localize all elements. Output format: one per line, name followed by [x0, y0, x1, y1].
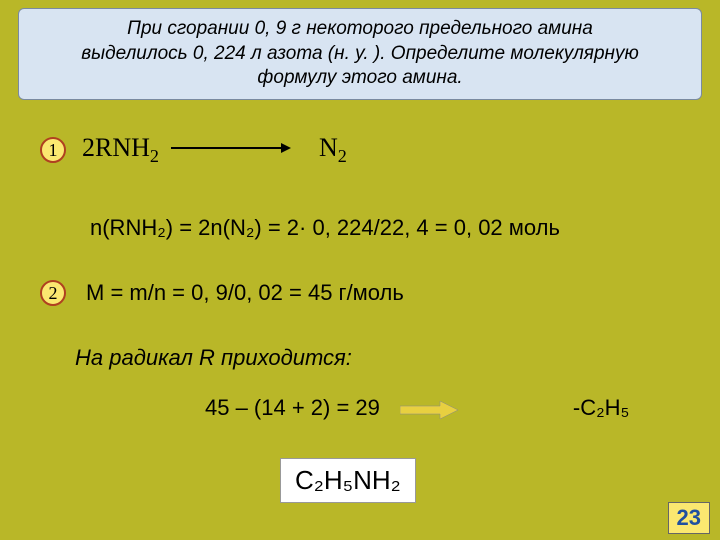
molar-mass-calc: M = m/n = 0, 9/0, 02 = 45 г/моль — [86, 280, 404, 306]
radical-diff: 45 – (14 + 2) = 29 — [205, 395, 380, 421]
problem-statement: При сгорании 0, 9 г некоторого предельно… — [18, 8, 702, 100]
calc-moles: n(RNH₂) = 2n(N₂) = 2· 0, 224/22, 4 = 0, … — [90, 215, 560, 241]
radical-result: -C₂H₅ — [573, 395, 630, 421]
reaction-arrow-icon — [171, 140, 291, 161]
problem-line1: При сгорании 0, 9 г некоторого предельно… — [39, 17, 681, 42]
implies-arrow-icon — [400, 399, 458, 417]
step-1-badge: 1 — [40, 137, 66, 163]
step-2-badge: 2 — [40, 280, 66, 306]
page-number: 23 — [668, 502, 710, 534]
radical-text: На радикал R приходится: — [75, 345, 352, 371]
equation-reagent: 2RNH2 — [82, 133, 159, 167]
radical-calc-row: 45 – (14 + 2) = 29 -C₂H₅ — [205, 395, 629, 421]
step-2-row: 2 M = m/n = 0, 9/0, 02 = 45 г/моль — [40, 280, 404, 306]
equation-product: N2 — [319, 133, 347, 167]
final-answer: C₂H₅NH₂ — [280, 458, 416, 503]
problem-line3: формулу этого амина. — [39, 66, 681, 91]
problem-line2: выделилось 0, 224 л азота (н. у. ). Опре… — [39, 42, 681, 67]
step-1-equation: 1 2RNH2 N2 — [40, 133, 347, 167]
